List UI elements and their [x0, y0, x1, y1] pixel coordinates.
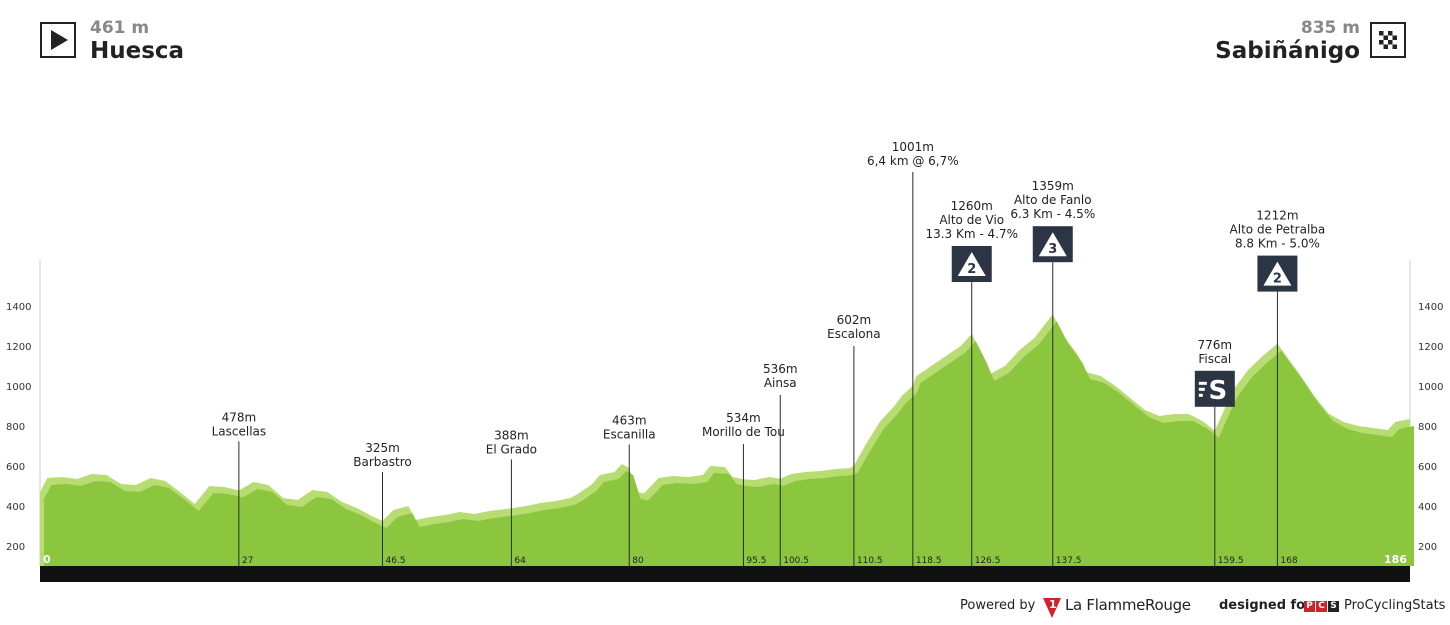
y-tick-label-right: 600: [1418, 462, 1437, 473]
km-label: 100.5: [783, 556, 809, 566]
sprint-label: S: [1208, 376, 1227, 406]
flamme-rouge-brand[interactable]: La FlammeRouge: [1065, 596, 1191, 614]
start-elevation: 461 m: [90, 18, 150, 38]
y-tick-label-right: 200: [1418, 542, 1437, 553]
climb-category-label: 3: [1048, 242, 1057, 257]
marker-altitude: 1359m: [1032, 179, 1074, 193]
pcs-logo: P C S: [1304, 601, 1339, 612]
marker-name: Alto de Vio: [939, 213, 1004, 227]
marker-altitude: 388m: [494, 428, 529, 442]
marker-altitude: 776m: [1198, 338, 1233, 352]
km-label: 168: [1280, 556, 1297, 566]
km-start-label: 0: [43, 553, 51, 566]
y-tick-label-left: 1200: [6, 342, 31, 353]
climb-category-3-icon: 3: [1032, 226, 1073, 263]
powered-by-label: Powered by: [960, 598, 1036, 613]
procyclingstats-brand[interactable]: ProCyclingStats: [1344, 598, 1446, 613]
marker-detail: 8.8 Km - 5.0%: [1235, 237, 1320, 251]
marker-name: Escalona: [827, 327, 880, 341]
km-label: 46.5: [386, 556, 406, 566]
marker-detail: 6.3 Km - 4.5%: [1010, 207, 1095, 221]
marker-name: Alto de Fanlo: [1014, 193, 1092, 207]
km-end-label: 186: [1384, 553, 1407, 566]
km-label: 64: [514, 556, 526, 566]
km-label: 137.5: [1056, 556, 1082, 566]
climb-category-label: 2: [967, 262, 976, 277]
y-tick-label-left: 800: [6, 422, 25, 433]
marker-name: Barbastro: [353, 455, 411, 469]
y-tick-label-left: 1400: [6, 302, 31, 313]
y-tick-label-right: 800: [1418, 422, 1437, 433]
marker-name: Alto de Petralba: [1230, 223, 1326, 237]
marker-altitude: 536m: [763, 362, 798, 376]
y-tick-label-left: 600: [6, 462, 25, 473]
marker-name: Escanilla: [603, 427, 656, 441]
marker-name: Ainsa: [764, 376, 797, 390]
climb-category-2-icon: 2: [1257, 255, 1298, 292]
marker-118.5: 6,4 km @ 6,7%1001m 118.5: [867, 140, 959, 566]
marker-altitude: 478m: [222, 410, 257, 424]
y-tick-label-left: 200: [6, 542, 25, 553]
km-label: 27: [242, 556, 253, 566]
km-label: 80: [632, 556, 644, 566]
finish-town: Sabiñánigo: [1215, 38, 1360, 64]
sprint-icon: S: [1194, 370, 1235, 407]
y-tick-label-left: 400: [6, 502, 25, 513]
start-town: Huesca: [90, 38, 185, 64]
marker-name: Lascellas: [212, 424, 267, 438]
km-label: 126.5: [975, 556, 1001, 566]
climb-category-label: 2: [1273, 272, 1282, 287]
marker-altitude: 534m: [726, 411, 761, 425]
y-tick-label-right: 1400: [1418, 302, 1443, 313]
y-tick-label-right: 400: [1418, 502, 1437, 513]
y-tick-label-right: 1000: [1418, 382, 1443, 393]
marker-altitude: 325m: [365, 441, 400, 455]
y-tick-label-left: 1000: [6, 382, 31, 393]
marker-name: 6,4 km @ 6,7%: [867, 154, 959, 168]
marker-altitude: 1212m: [1256, 209, 1298, 223]
checkered-flag-icon: [1370, 22, 1406, 58]
km-label: 110.5: [857, 556, 883, 566]
climb-category-2-icon: 2: [951, 246, 992, 282]
marker-detail: 13.3 Km - 4.7%: [925, 227, 1018, 241]
km-label: 95.5: [746, 556, 766, 566]
marker-name: Morillo de Tou: [702, 425, 785, 439]
profile-area: [44, 321, 1414, 566]
finish-elevation: 835 m: [1300, 18, 1360, 38]
designed-for-label: designed for: [1219, 598, 1312, 613]
marker-altitude: 1001m: [892, 140, 934, 154]
marker-name: Fiscal: [1198, 352, 1231, 366]
marker-altitude: 602m: [837, 313, 872, 327]
km-label: 159.5: [1218, 556, 1244, 566]
marker-altitude: 1260m: [951, 199, 993, 213]
km-label: 118.5: [916, 556, 942, 566]
flamme-rouge-logo: 1: [1043, 598, 1061, 618]
marker-name: El Grado: [486, 442, 537, 456]
y-tick-label-right: 1200: [1418, 342, 1443, 353]
distance-bar: [40, 566, 1410, 582]
start-flag-icon: [40, 22, 76, 58]
marker-altitude: 463m: [612, 413, 647, 427]
